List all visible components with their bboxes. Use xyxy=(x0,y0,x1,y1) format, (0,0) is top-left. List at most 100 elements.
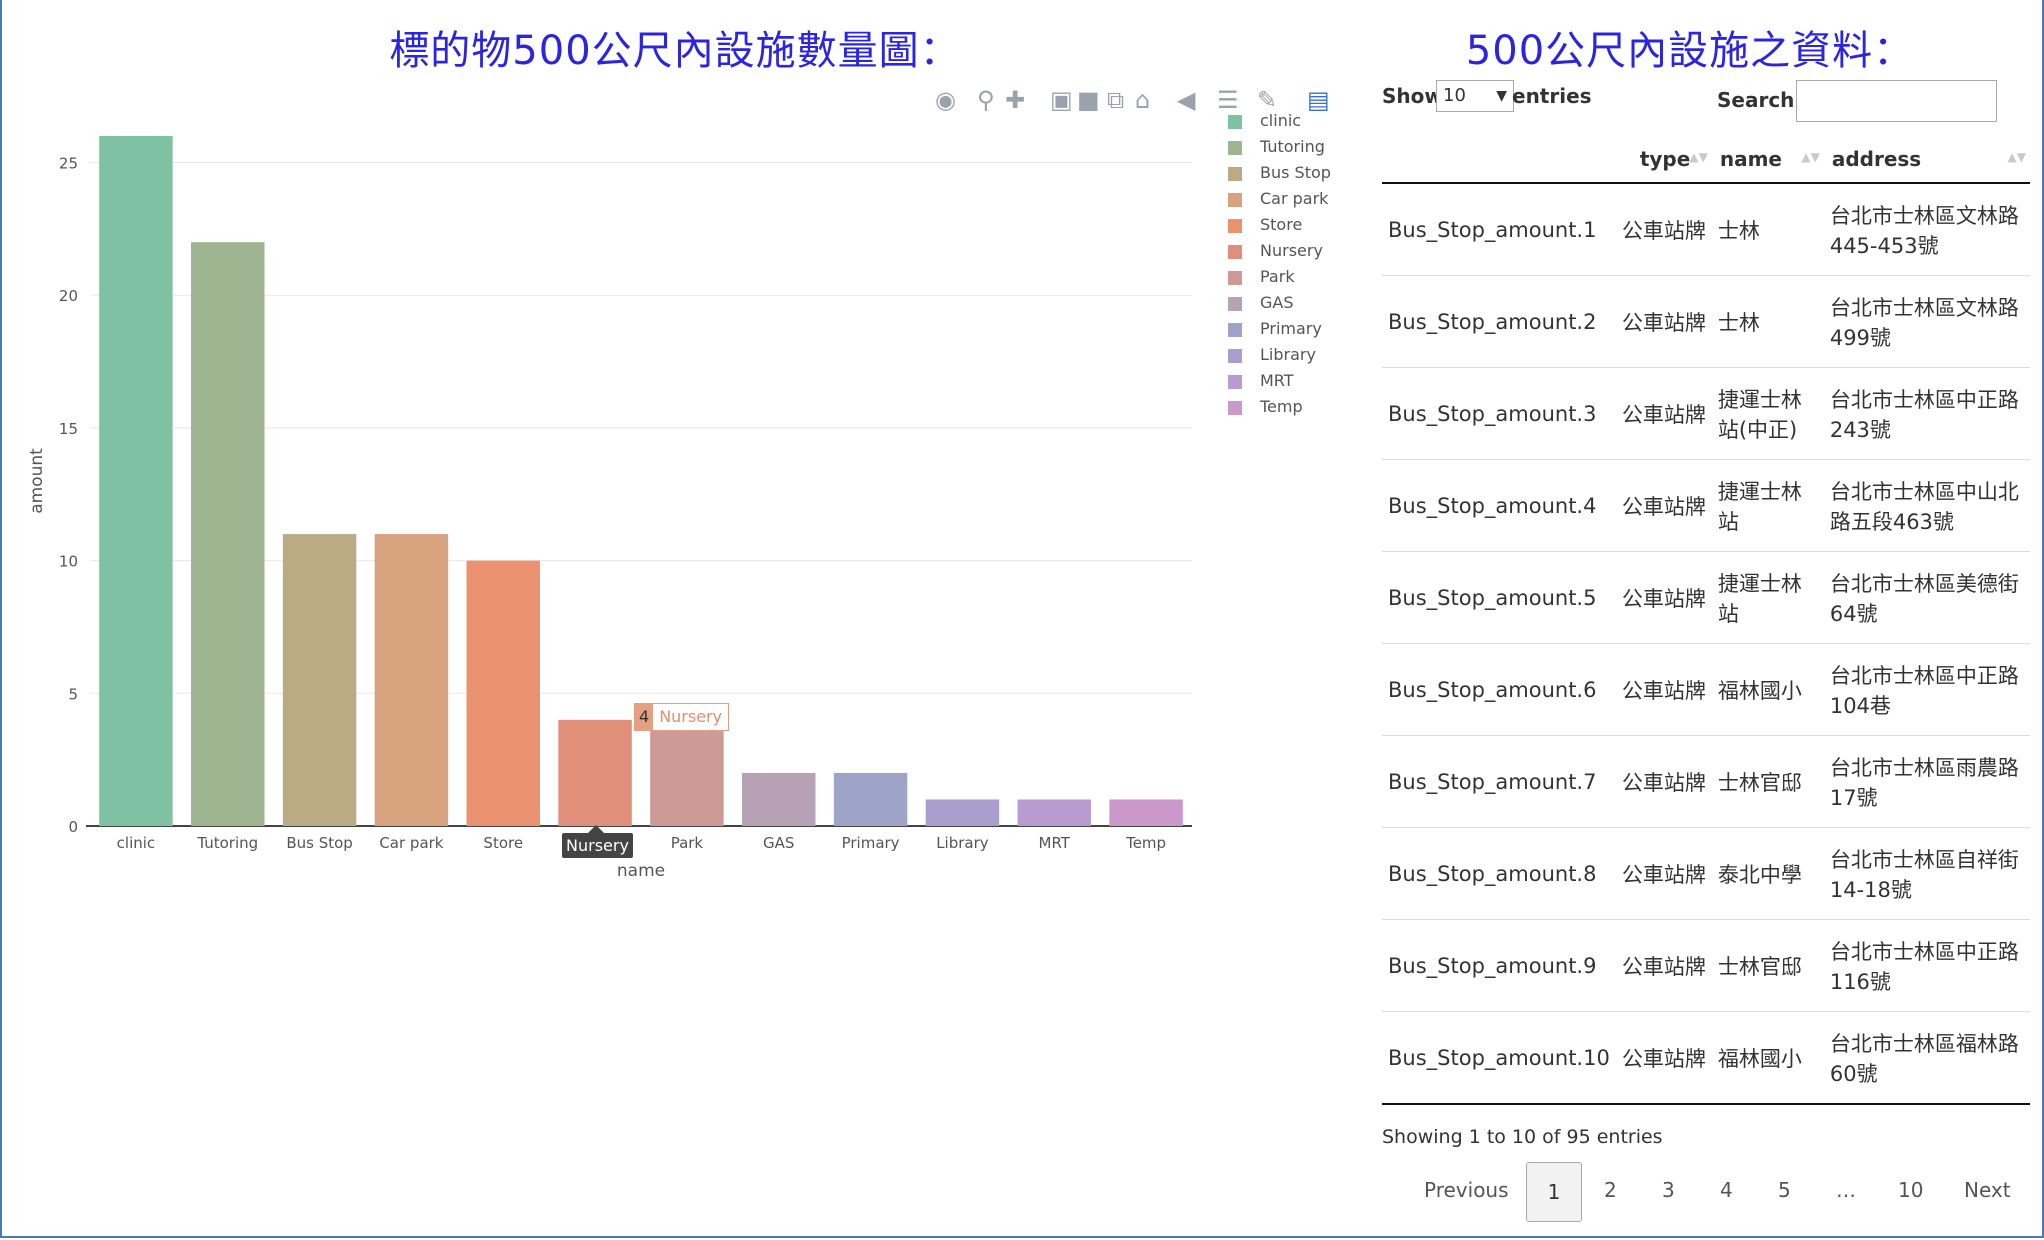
next-page-button[interactable]: Next xyxy=(1964,1178,2011,1202)
sort-icon: ▲▼ xyxy=(1689,150,1708,164)
cell-type: 公車站牌 xyxy=(1615,459,1712,552)
bar xyxy=(833,772,908,826)
x-tick-label: Bus Stop xyxy=(286,834,352,852)
cell-name: 福林國小 xyxy=(1711,643,1824,736)
x-tick-label: Tutoring xyxy=(196,834,258,852)
x-tick-label: Temp xyxy=(1125,834,1166,852)
x-axis-title: name xyxy=(617,861,665,881)
entries-length-select[interactable]: 10 ▼ xyxy=(1436,80,1514,112)
pagination: Previous 1 2 3 4 5 … 10 Next xyxy=(1382,1158,2032,1228)
previous-page-button[interactable]: Previous xyxy=(1424,1178,1509,1202)
cell-name: 士林 xyxy=(1711,183,1824,276)
legend-label: Tutoring xyxy=(1260,137,1325,156)
hover-value: 4 xyxy=(635,704,654,730)
hover-category: Nursery xyxy=(659,707,723,726)
column-header-type-label: type xyxy=(1639,147,1691,171)
cell-id: Bus_Stop_amount.5 xyxy=(1382,551,1616,644)
bar xyxy=(742,772,816,826)
cell-name: 士林 xyxy=(1711,275,1824,368)
bar xyxy=(650,719,724,826)
table-row[interactable]: Bus_Stop_amount.4 公車站牌 捷運士林站 台北市士林區中山北路五段46… xyxy=(1382,459,2030,552)
cell-type: 公車站牌 xyxy=(1615,1011,1712,1105)
cell-name: 捷運士林站 xyxy=(1711,551,1824,644)
legend-swatch xyxy=(1228,401,1242,415)
cell-type: 公車站牌 xyxy=(1615,183,1712,276)
column-header-address[interactable]: address ▲▼ xyxy=(1823,136,2030,184)
column-header-type[interactable]: type ▲▼ xyxy=(1615,136,1712,184)
bar xyxy=(282,534,357,826)
cell-id: Bus_Stop_amount.8 xyxy=(1382,827,1616,920)
page-button[interactable]: 2 xyxy=(1604,1178,1617,1202)
cell-id: Bus_Stop_amount.3 xyxy=(1382,367,1616,460)
y-tick-label: 25 xyxy=(59,155,78,173)
table-row[interactable]: Bus_Stop_amount.3 公車站牌 捷運士林站(中正) 台北市士林區中正路2… xyxy=(1382,367,2030,460)
table-row[interactable]: Bus_Stop_amount.10 公車站牌 福林國小 台北市士林區福林路60號 xyxy=(1382,1011,2030,1105)
x-tick-label: Park xyxy=(671,834,704,852)
hover-icon[interactable]: ✎ xyxy=(1257,86,1278,114)
table-row[interactable]: Bus_Stop_amount.1 公車站牌 士林 台北市士林區文林路445-453號 xyxy=(1382,183,2030,276)
cell-id: Bus_Stop_amount.10 xyxy=(1382,1011,1616,1105)
data-table: type ▲▼ name ▲▼ address ▲▼ Bus_Stop_amount.… xyxy=(1382,136,2030,1105)
search-input[interactable] xyxy=(1796,80,1997,122)
table-row[interactable]: Bus_Stop_amount.7 公車站牌 士林官邸 台北市士林區雨農路17號 xyxy=(1382,735,2030,828)
table-info: Showing 1 to 10 of 95 entries xyxy=(1382,1126,1663,1148)
entries-label: entries xyxy=(1512,84,1592,108)
bar xyxy=(99,136,173,826)
autoscale-icon[interactable]: ⧉ xyxy=(1107,86,1125,114)
plotly-logo-icon[interactable]: ▤ xyxy=(1307,86,1330,114)
table-row[interactable]: Bus_Stop_amount.2 公車站牌 士林 台北市士林區文林路499號 xyxy=(1382,275,2030,368)
compare-icon[interactable]: ☰ xyxy=(1217,86,1239,114)
zoom-in-icon[interactable]: ▣ xyxy=(1050,86,1073,114)
cell-id: Bus_Stop_amount.4 xyxy=(1382,459,1616,552)
camera-icon[interactable]: ◉ xyxy=(935,86,956,114)
column-header-name-label: name xyxy=(1719,147,1782,171)
pan-icon[interactable]: ✚ xyxy=(1005,86,1026,114)
legend-label: Nursery xyxy=(1260,241,1323,260)
legend-label: Car park xyxy=(1260,189,1329,208)
bar-hover-label: 4 Nursery xyxy=(634,703,730,731)
column-header-name[interactable]: name ▲▼ xyxy=(1711,136,1824,184)
bar xyxy=(558,719,632,826)
legend-swatch xyxy=(1228,375,1242,389)
page-button-current[interactable]: 1 xyxy=(1526,1162,1582,1222)
table-row[interactable]: Bus_Stop_amount.6 公車站牌 福林國小 台北市士林區中正路104巷 xyxy=(1382,643,2030,736)
zoom-icon[interactable]: ⚲ xyxy=(977,86,995,114)
table-row[interactable]: Bus_Stop_amount.8 公車站牌 泰北中學 台北市士林區自祥街14-18號 xyxy=(1382,827,2030,920)
cell-address: 台北市士林區美德街64號 xyxy=(1823,551,2030,644)
cell-address: 台北市士林區中山北路五段463號 xyxy=(1823,459,2030,552)
table-row[interactable]: Bus_Stop_amount.9 公車站牌 士林官邸 台北市士林區中正路116號 xyxy=(1382,919,2030,1012)
home-icon[interactable]: ⌂ xyxy=(1135,86,1151,114)
table-panel-title: 500公尺內設施之資料： xyxy=(1465,28,1915,74)
spike-icon[interactable]: ◀ xyxy=(1177,86,1196,114)
bar xyxy=(374,534,449,826)
legend-swatch xyxy=(1228,245,1242,259)
x-tick-label: Library xyxy=(936,834,989,852)
page-button[interactable]: 3 xyxy=(1662,1178,1675,1202)
cell-id: Bus_Stop_amount.9 xyxy=(1382,919,1616,1012)
legend-swatch xyxy=(1228,167,1242,181)
x-axis-hover-label: Nursery xyxy=(562,825,633,858)
cell-address: 台北市士林區中正路116號 xyxy=(1823,919,2030,1012)
zoom-out-icon[interactable]: ■ xyxy=(1077,86,1100,114)
page-button[interactable]: 10 xyxy=(1898,1178,1924,1202)
table-row[interactable]: Bus_Stop_amount.5 公車站牌 捷運士林站 台北市士林區美德街64號 xyxy=(1382,551,2030,644)
legend-label: GAS xyxy=(1260,293,1294,312)
page-ellipsis: … xyxy=(1836,1178,1856,1202)
cell-id: Bus_Stop_amount.7 xyxy=(1382,735,1616,828)
cell-address: 台北市士林區中正路104巷 xyxy=(1823,643,2030,736)
legend-label: Temp xyxy=(1260,397,1303,416)
y-tick-label: 5 xyxy=(68,685,78,703)
legend-swatch xyxy=(1228,297,1242,311)
legend-label: Bus Stop xyxy=(1260,163,1331,182)
chevron-down-icon: ▼ xyxy=(1496,88,1507,104)
legend-swatch xyxy=(1228,115,1242,129)
legend-swatch xyxy=(1228,193,1242,207)
column-header-id[interactable] xyxy=(1382,136,1616,184)
chart-modebar: ◉ ⚲ ✚ ▣ ■ ⧉ ⌂ ◀ ☰ ✎ ▤ xyxy=(935,84,1355,116)
page-button[interactable]: 4 xyxy=(1720,1178,1733,1202)
legend-swatch xyxy=(1228,349,1242,363)
legend-label: clinic xyxy=(1260,111,1302,130)
page-button[interactable]: 5 xyxy=(1778,1178,1791,1202)
bar xyxy=(466,560,540,826)
